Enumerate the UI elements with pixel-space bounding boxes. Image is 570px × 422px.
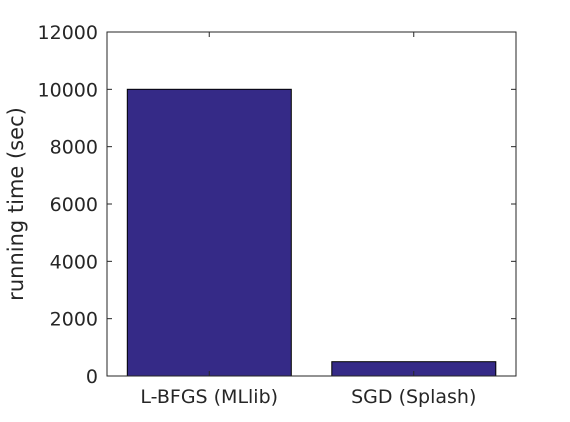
y-tick-label: 12000 [38, 22, 98, 44]
y-tick-label: 8000 [50, 137, 98, 159]
y-tick-label: 0 [86, 366, 98, 388]
y-tick-label: 4000 [50, 251, 98, 273]
ticks-group: L-BFGS (MLlib) SGD (Splash) 0 2000 4000 6000 8… [38, 22, 516, 408]
bar-l-bfgs-mllib [126, 88, 292, 377]
y-tick-label: 2000 [50, 309, 98, 331]
x-tick-label: L-BFGS (MLlib) [140, 386, 278, 408]
bars-group [126, 88, 497, 377]
x-tick-label: SGD (Splash) [351, 386, 476, 408]
y-tick-label: 10000 [38, 79, 98, 101]
y-tick-label: 6000 [50, 194, 98, 216]
y-axis-label: running time (sec) [4, 107, 28, 301]
